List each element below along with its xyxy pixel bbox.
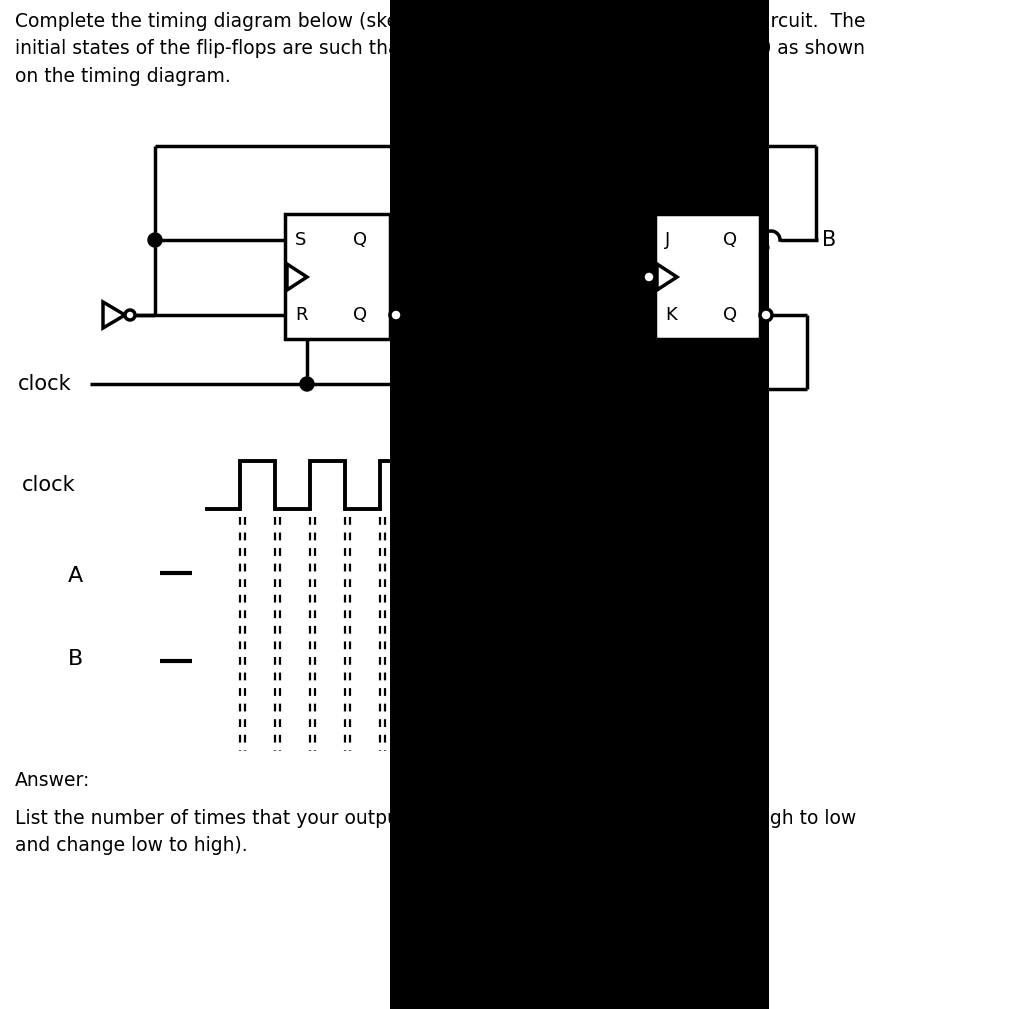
Text: S: S bbox=[295, 231, 306, 249]
Text: Q: Q bbox=[723, 231, 737, 249]
Text: Q: Q bbox=[353, 231, 368, 249]
Text: Q: Q bbox=[353, 306, 368, 324]
Text: B: B bbox=[68, 649, 83, 669]
Bar bbox=[655, 214, 760, 339]
Bar bbox=[285, 214, 390, 339]
Polygon shape bbox=[657, 264, 677, 290]
Circle shape bbox=[125, 310, 135, 320]
Text: K: K bbox=[665, 306, 677, 324]
Text: List the number of times that your output waveforms toggle (i.e. change from hig: List the number of times that your outpu… bbox=[15, 809, 856, 856]
Polygon shape bbox=[287, 264, 307, 290]
Text: A: A bbox=[68, 566, 83, 586]
Text: clock: clock bbox=[18, 374, 72, 394]
Text: Answer:: Answer: bbox=[15, 772, 90, 790]
Text: Complete the timing diagram below (sketch A and B waveforms) for the given circu: Complete the timing diagram below (sketc… bbox=[15, 12, 865, 86]
Circle shape bbox=[148, 233, 162, 247]
Circle shape bbox=[300, 377, 314, 391]
Polygon shape bbox=[103, 302, 125, 328]
Text: B: B bbox=[822, 230, 837, 250]
Text: A: A bbox=[515, 192, 529, 212]
Text: Q: Q bbox=[723, 306, 737, 324]
Text: J: J bbox=[665, 231, 671, 249]
Text: clock: clock bbox=[22, 475, 76, 495]
Text: R: R bbox=[295, 306, 307, 324]
Circle shape bbox=[643, 271, 655, 283]
Circle shape bbox=[760, 309, 772, 321]
Circle shape bbox=[390, 309, 402, 321]
